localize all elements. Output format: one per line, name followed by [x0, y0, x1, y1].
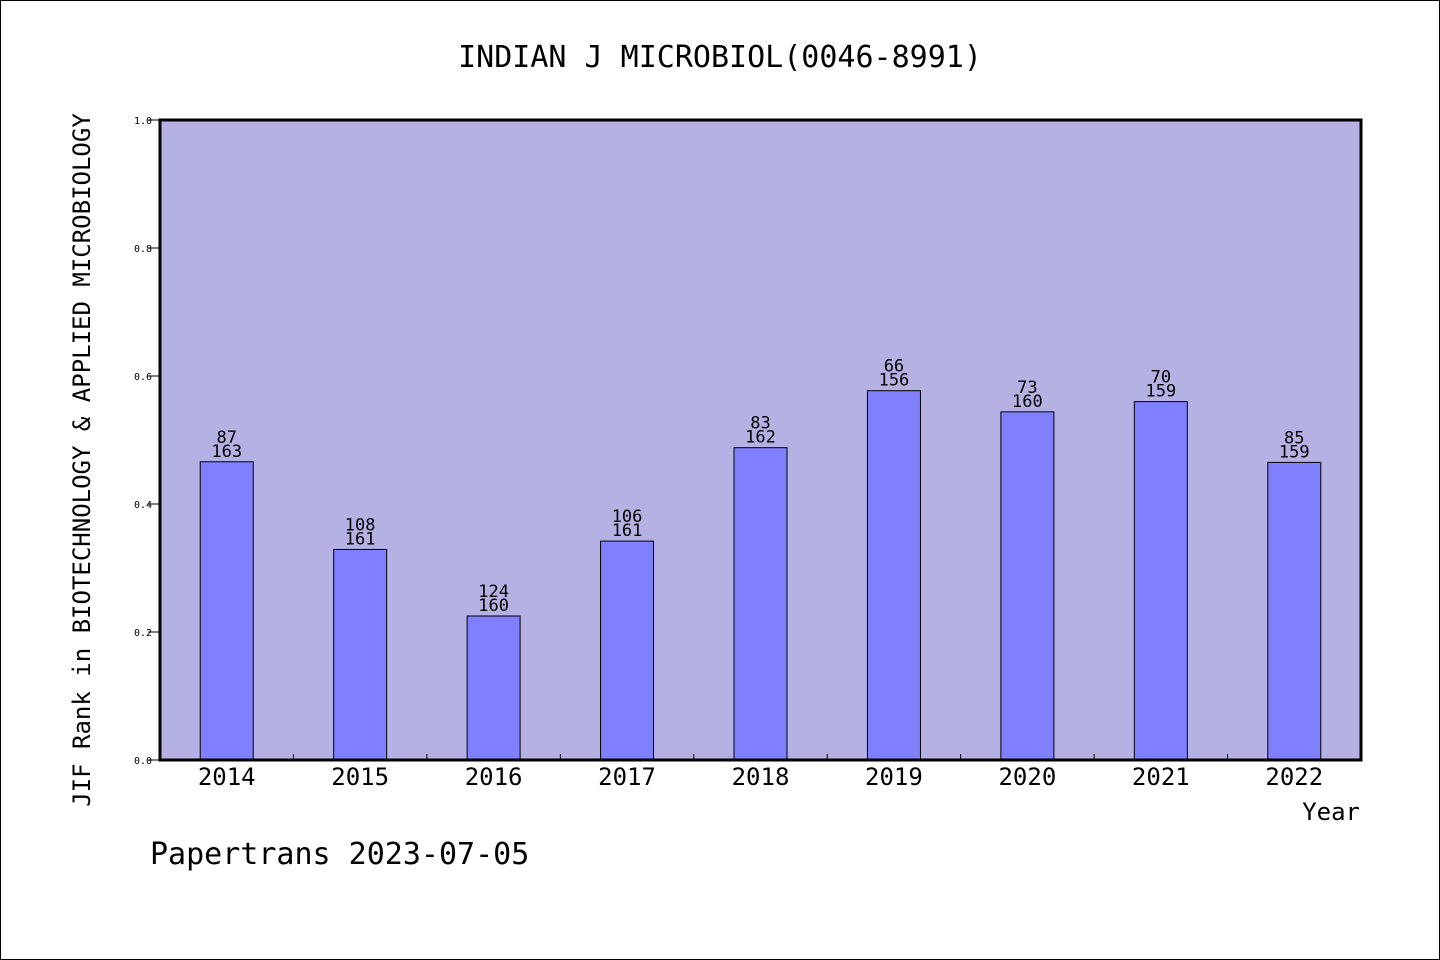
bars-group: [199, 390, 1322, 761]
y-axis-label: JIF Rank in BIOTECHNOLOGY & APPLIED MICR…: [68, 113, 96, 807]
bar-rank-label: 87: [216, 428, 236, 448]
bar-rank-label: 124: [478, 582, 509, 602]
bar-total-label: 162: [745, 428, 776, 448]
bar-2022: [1267, 461, 1322, 761]
x-tick-label: 2020: [998, 763, 1056, 791]
y-tick-label: 0.2: [134, 628, 152, 639]
bar-total-label: 160: [478, 596, 509, 616]
bar-rank-label: 83: [750, 414, 770, 434]
bar-2021: [1133, 401, 1188, 761]
x-tick-label: 2016: [465, 763, 523, 791]
bar-2019: [866, 390, 921, 761]
chart-title: INDIAN J MICROBIOL(0046-8991): [458, 40, 982, 75]
x-tick-label: 2015: [331, 763, 389, 791]
bar-2014: [199, 461, 254, 761]
bar-total-label: 156: [879, 371, 910, 391]
x-tick-label: 2017: [598, 763, 656, 791]
y-tick-label: 0.0: [134, 756, 152, 767]
y-tick-label: 0.8: [134, 244, 152, 255]
bar-total-label: 161: [345, 529, 376, 549]
y-tick-label: 1.0: [134, 116, 152, 127]
x-tick-label: 2018: [732, 763, 790, 791]
plot-border: [158, 118, 1363, 762]
bar-rank-label: 108: [345, 515, 376, 535]
bar-2016: [466, 615, 521, 761]
x-tick-label: 2021: [1132, 763, 1190, 791]
x-tick-label: 2014: [198, 763, 256, 791]
axis-ticks: 0.0 0.2 0.4 0.6 0.8 1.0: [134, 116, 1229, 767]
bar-total-label: 160: [1012, 392, 1043, 412]
bar-total-label: 161: [612, 521, 643, 541]
bar-2015: [333, 548, 388, 761]
bar-2020: [1000, 411, 1055, 761]
x-tick-label: 2019: [865, 763, 923, 791]
bar-labels-group: 8716320141081612015124160201610616120178…: [198, 357, 1323, 791]
x-tick-label: 2022: [1265, 763, 1323, 791]
bar-total-label: 159: [1145, 382, 1176, 402]
bar-2018: [733, 447, 788, 761]
bar-total-label: 159: [1279, 442, 1310, 462]
y-tick-label: 0.4: [134, 500, 152, 511]
y-tick-label: 0.6: [134, 372, 152, 383]
bar-rank-label: 85: [1284, 428, 1304, 448]
bar-total-label: 163: [211, 442, 242, 462]
bar-rank-label: 73: [1017, 378, 1037, 398]
footer-credit: Papertrans 2023-07-05: [150, 837, 529, 872]
x-axis-label: Year: [1302, 798, 1360, 826]
bar-rank-label: 70: [1151, 368, 1171, 388]
bar-rank-label: 106: [612, 507, 643, 527]
bar-2017: [600, 540, 655, 761]
bar-rank-label: 66: [884, 357, 904, 377]
